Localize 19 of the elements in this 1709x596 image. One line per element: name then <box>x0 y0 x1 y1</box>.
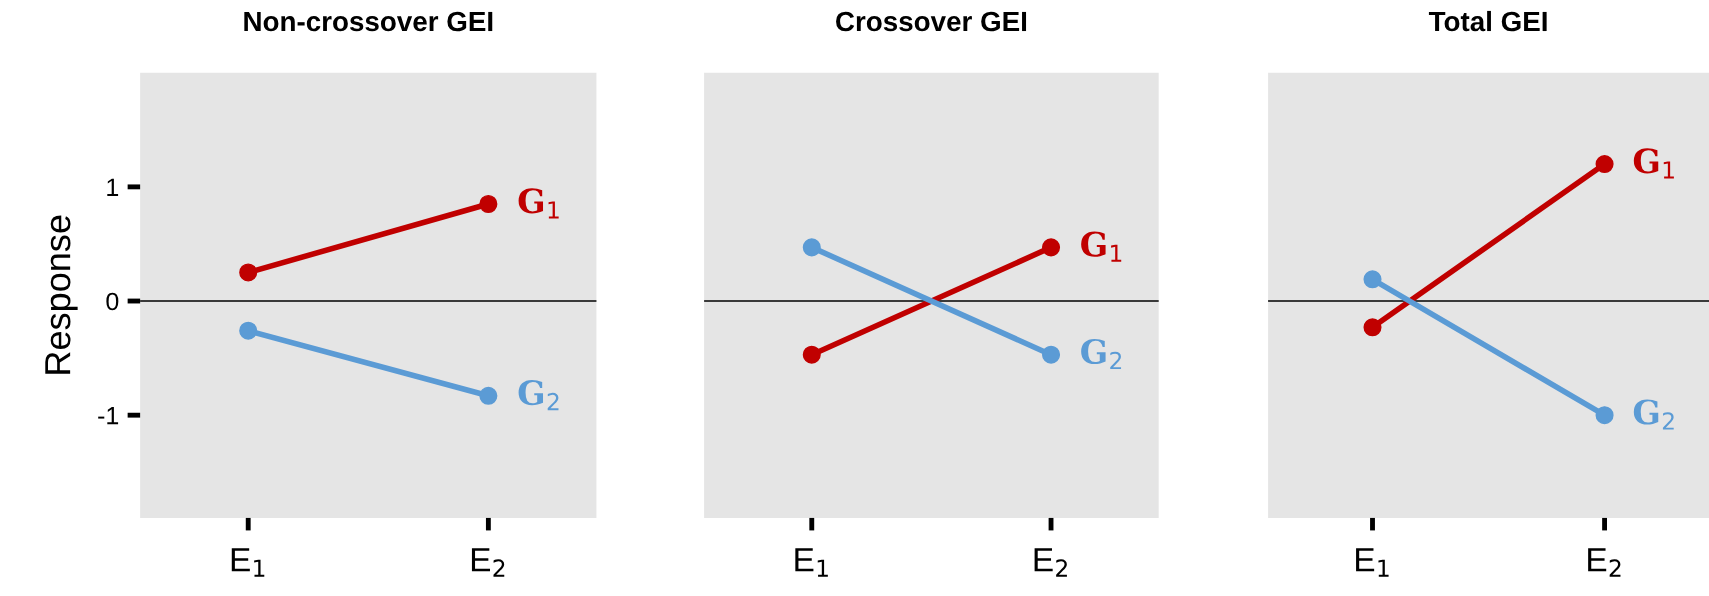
y-tick-label: 1 <box>107 178 119 196</box>
chart-title: Non-crossover GEI <box>244 11 493 32</box>
y-tick-label: -1 <box>98 407 119 425</box>
chart-title: Crossover GEI <box>836 11 1027 32</box>
series-label: G$_{2}$ <box>518 379 559 411</box>
x-tick-label: E$_{1}$ <box>795 548 828 577</box>
y-tick-label: 0 <box>106 292 119 311</box>
series-label: G$_{2}$ <box>1081 338 1122 370</box>
x-tick-label: E$_{1}$ <box>1356 548 1389 577</box>
y-axis-title: Response <box>45 215 78 374</box>
series-label: G$_{2}$ <box>1633 399 1674 430</box>
x-tick-label: E$_{2}$ <box>1034 548 1067 577</box>
x-tick-label: E$_{2}$ <box>1588 548 1621 577</box>
series-label: G$_{1}$ <box>518 188 559 219</box>
chart-title: Total GEI <box>1428 10 1547 32</box>
x-tick-label: E$_{2}$ <box>471 548 505 577</box>
x-tick-label: E$_{1}$ <box>231 548 265 577</box>
series-label: G$_{1}$ <box>1633 148 1674 179</box>
series-label: G$_{1}$ <box>1081 231 1122 262</box>
